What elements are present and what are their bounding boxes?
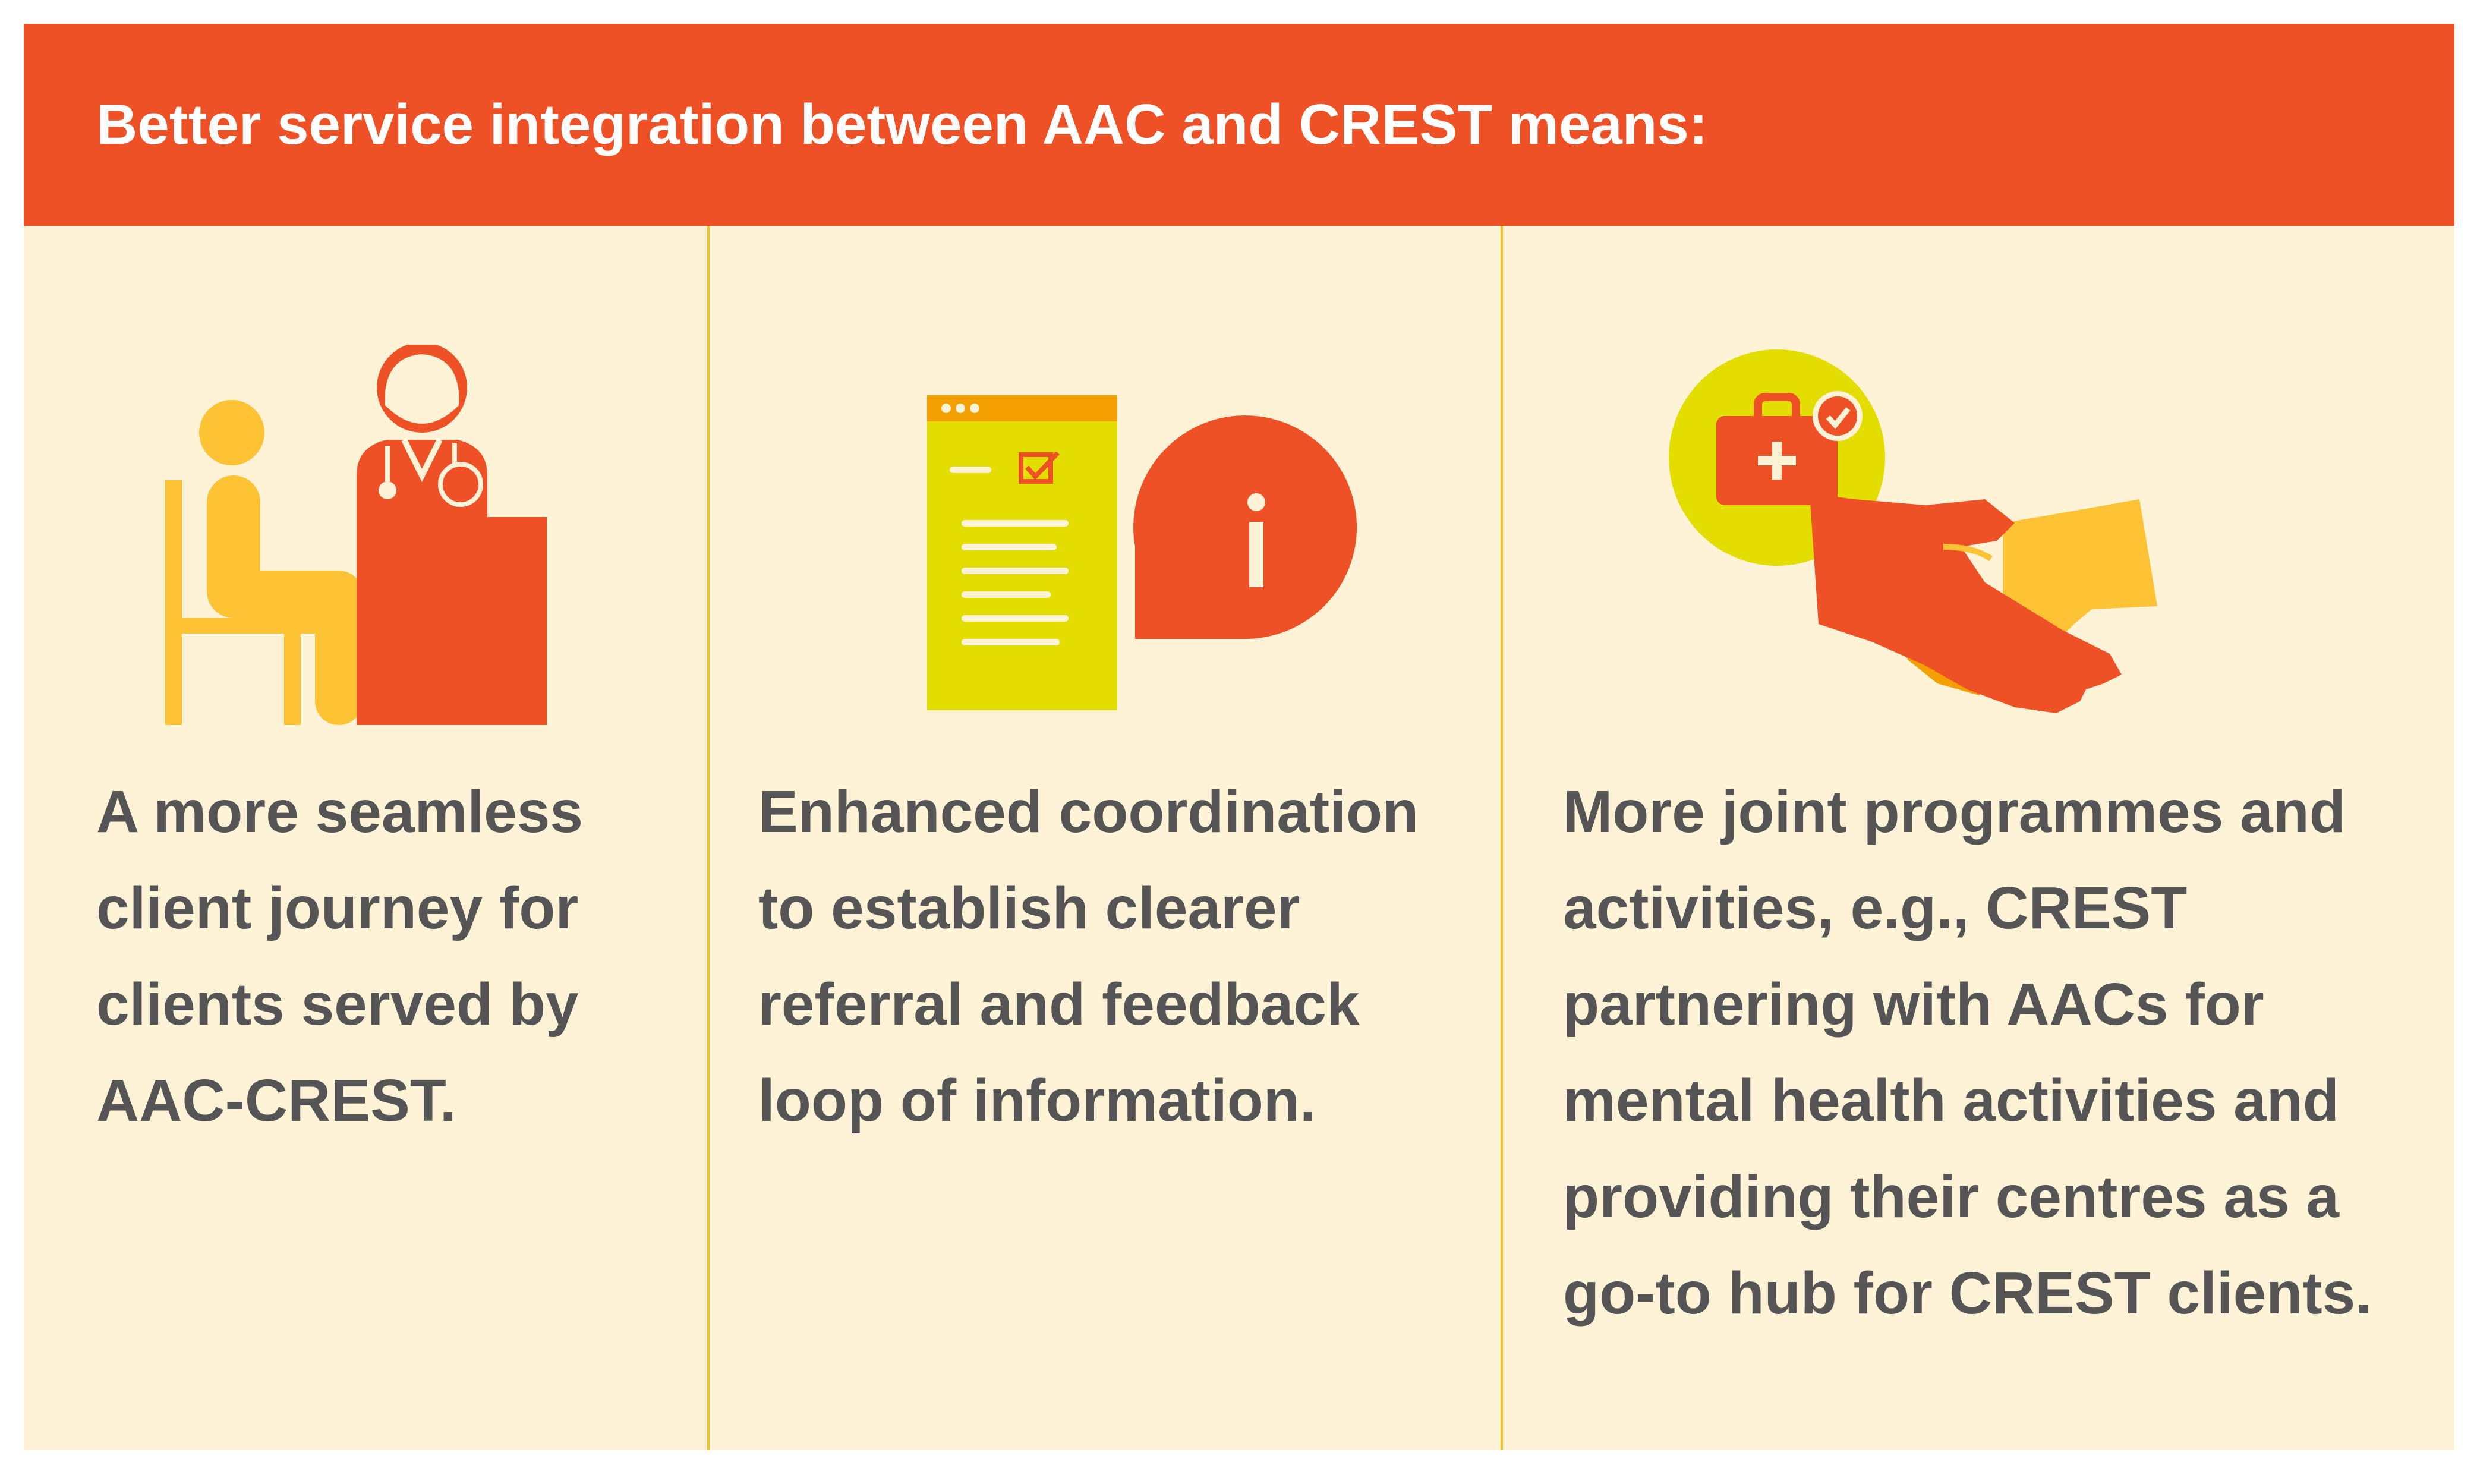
document-and-info-bubble-icon xyxy=(927,395,1357,710)
text-line: providing their centres as a xyxy=(1563,1164,2339,1230)
header-title: Better service integration between AAC a… xyxy=(96,93,1708,156)
text-line: referral and feedback xyxy=(758,971,1360,1038)
text-line: activities, e.g., CREST xyxy=(1563,875,2188,941)
client-at-doctor-desk-icon xyxy=(165,345,547,725)
column-2-text: Enhanced coordination to establish clear… xyxy=(758,764,1419,1149)
text-line: client journey for xyxy=(96,875,579,941)
column-3-text: More joint programmes and activities, e.… xyxy=(1563,764,2372,1341)
text-line: partnering with AACs for xyxy=(1563,971,2264,1038)
text-line: clients served by xyxy=(96,971,579,1038)
text-line: A more seamless xyxy=(96,779,583,845)
column-1-text: A more seamless client journey for clien… xyxy=(96,764,583,1149)
medical-kit-handshake-icon xyxy=(1669,349,2157,713)
text-line: go-to hub for CREST clients. xyxy=(1563,1260,2372,1327)
text-line: to establish clearer xyxy=(758,875,1300,941)
column-divider xyxy=(707,226,710,1450)
column-divider xyxy=(1501,226,1503,1450)
text-line: More joint programmes and xyxy=(1563,779,2346,845)
text-line: mental health activities and xyxy=(1563,1067,2339,1134)
text-line: loop of information. xyxy=(758,1067,1316,1134)
text-line: AAC-CREST. xyxy=(96,1067,456,1134)
infographic-card: Better service integration between AAC a… xyxy=(24,24,2454,1450)
header-banner: Better service integration between AAC a… xyxy=(24,24,2454,226)
text-line: Enhanced coordination xyxy=(758,779,1419,845)
